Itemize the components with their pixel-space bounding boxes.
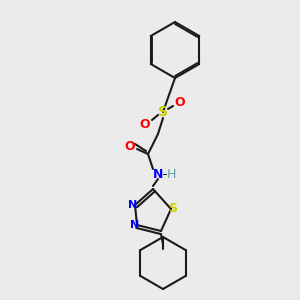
Text: O: O <box>125 140 135 152</box>
Text: O: O <box>175 95 185 109</box>
Text: O: O <box>140 118 150 130</box>
Text: N: N <box>153 167 163 181</box>
Text: S: S <box>158 105 168 119</box>
Text: S: S <box>169 202 178 215</box>
Text: H: H <box>166 167 176 181</box>
Text: N: N <box>130 220 140 230</box>
Text: N: N <box>128 200 138 210</box>
